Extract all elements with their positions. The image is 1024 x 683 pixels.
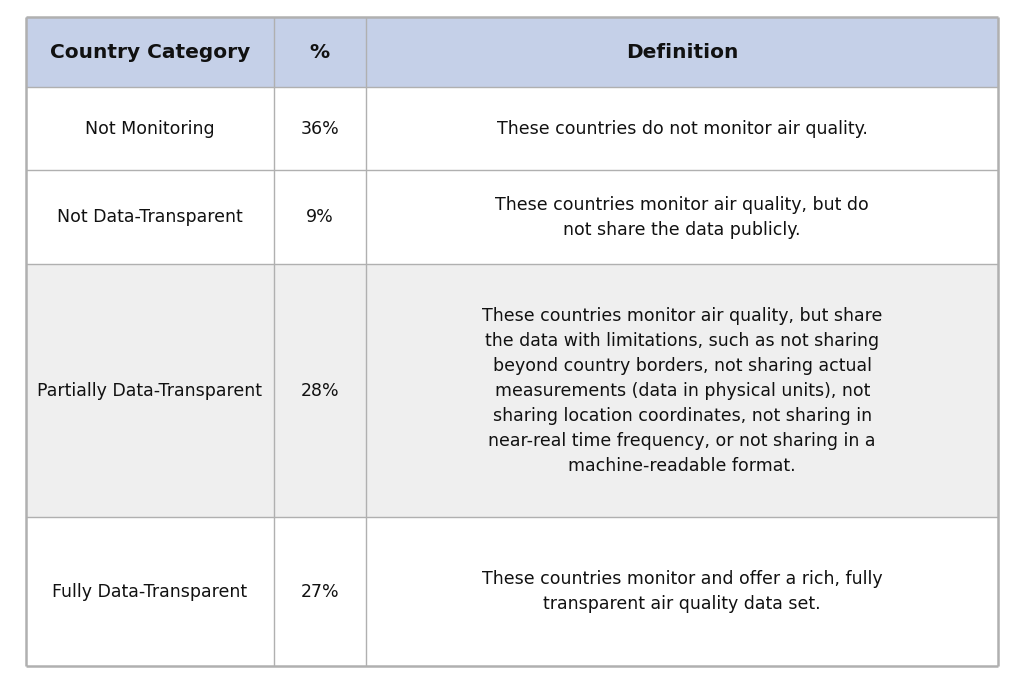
Bar: [26, 264, 273, 517]
Bar: [273, 170, 367, 264]
Bar: [273, 17, 367, 87]
Text: These countries monitor air quality, but share
the data with limitations, such a: These countries monitor air quality, but…: [482, 307, 883, 475]
Bar: [367, 170, 998, 264]
Bar: [273, 87, 367, 170]
Text: Definition: Definition: [626, 42, 738, 61]
Text: Not Monitoring: Not Monitoring: [85, 120, 214, 138]
Bar: [26, 87, 273, 170]
Text: These countries monitor air quality, but do
not share the data publicly.: These countries monitor air quality, but…: [496, 196, 869, 239]
Bar: [26, 170, 273, 264]
Bar: [367, 517, 998, 666]
Text: These countries do not monitor air quality.: These countries do not monitor air quali…: [497, 120, 867, 138]
Text: These countries monitor and offer a rich, fully
transparent air quality data set: These countries monitor and offer a rich…: [482, 570, 883, 613]
Bar: [273, 517, 367, 666]
Bar: [367, 17, 998, 87]
Text: 36%: 36%: [300, 120, 339, 138]
Bar: [273, 264, 367, 517]
Bar: [26, 517, 273, 666]
Text: %: %: [310, 42, 330, 61]
Text: 28%: 28%: [301, 382, 339, 400]
Text: 9%: 9%: [306, 208, 334, 226]
Text: Partially Data-Transparent: Partially Data-Transparent: [37, 382, 262, 400]
Text: 27%: 27%: [301, 583, 339, 600]
Text: Country Category: Country Category: [49, 42, 250, 61]
Text: Fully Data-Transparent: Fully Data-Transparent: [52, 583, 247, 600]
Text: Not Data-Transparent: Not Data-Transparent: [56, 208, 243, 226]
Bar: [26, 17, 273, 87]
Bar: [367, 87, 998, 170]
Bar: [367, 264, 998, 517]
